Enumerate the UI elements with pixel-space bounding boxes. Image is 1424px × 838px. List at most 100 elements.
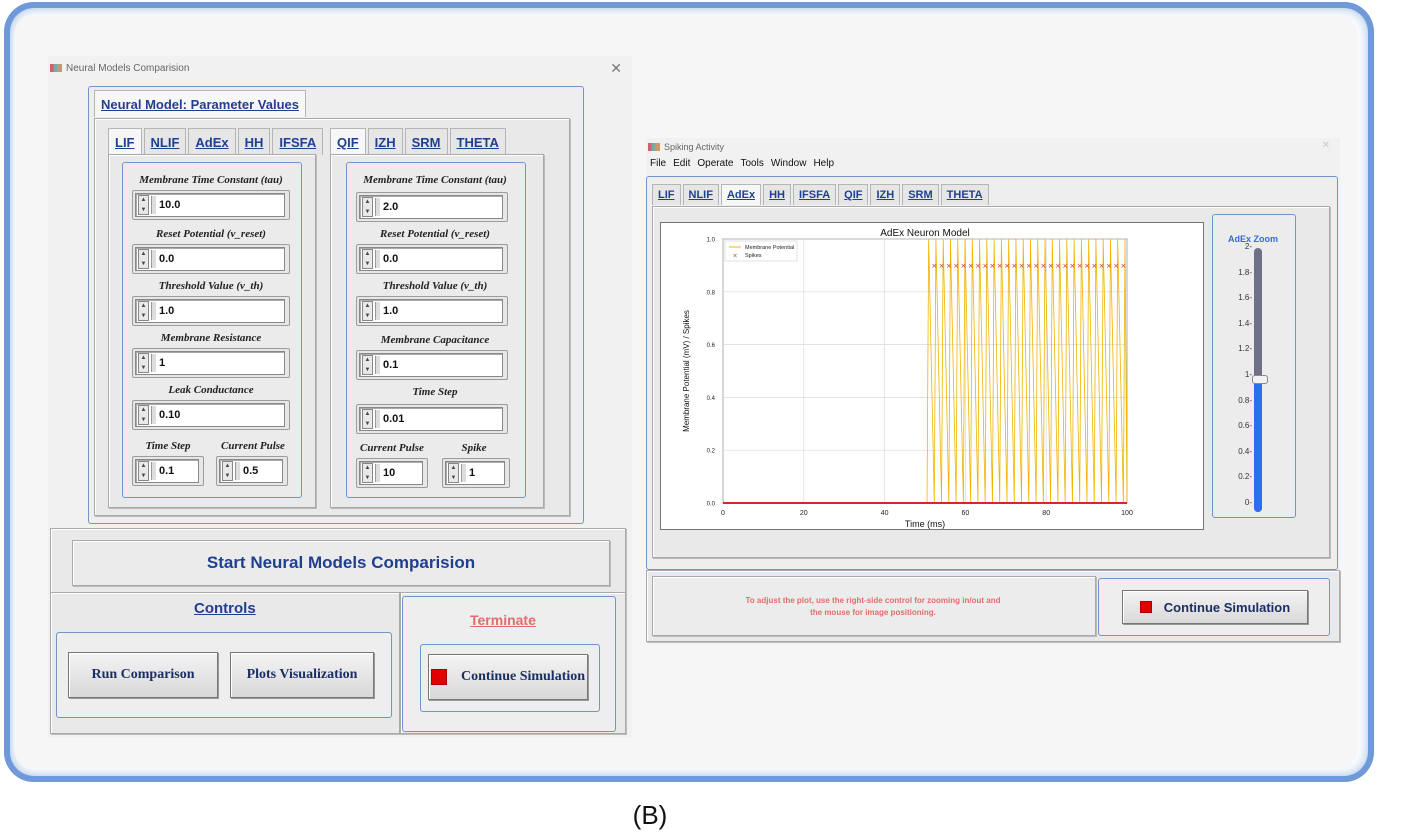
qif-tau-control: ▲ ▼ 2.0 [356, 192, 508, 222]
spike-marker: × [1120, 262, 1126, 270]
close-icon[interactable]: ✕ [610, 60, 622, 76]
menu-help[interactable]: Help [813, 158, 835, 169]
continue-simulation-button[interactable]: Continue Simulation [428, 654, 588, 700]
zoom-tick-label: 1.6- [1238, 293, 1252, 303]
lif-threshold-label: Threshold Value (v_th) [158, 280, 264, 292]
lif-pulse-control: ▲ ▼ 0.5 [216, 456, 288, 486]
zoom-tick-label: 0.6- [1238, 421, 1252, 431]
hint-text-line1: To adjust the plot, use the right-side c… [745, 596, 1001, 605]
spin-arrows-icon[interactable]: ▲ ▼ [448, 463, 459, 483]
qif-pulse-label: Current Pulse [360, 442, 424, 454]
tab-parameter-values[interactable]: Neural Model: Parameter Values [94, 90, 306, 117]
zoom-tick-label: 1.4- [1238, 318, 1252, 328]
spin-arrows-icon[interactable]: ▲ ▼ [362, 301, 373, 321]
qif-spike-control: ▲ ▼ 1 [442, 458, 510, 488]
tab-qif[interactable]: QIF [330, 128, 366, 155]
menu-edit[interactable]: Edit [673, 158, 691, 169]
spin-arrows-icon[interactable]: ▲ ▼ [138, 405, 149, 425]
qif-threshold-input[interactable]: ▲ ▼ 1.0 [359, 299, 503, 323]
spike-marker: × [975, 262, 981, 270]
lif-threshold-input[interactable]: ▲ ▼ 1.0 [135, 299, 285, 323]
lif-threshold-control: ▲ ▼ 1.0 [132, 296, 290, 326]
chart-panel[interactable]: 0 20 40 60 80 100 0.0 0.2 0.4 0.6 0.8 1.0 AdEx Neuro… [660, 222, 1204, 530]
menu-window[interactable]: Window [770, 158, 807, 169]
spin-arrows-icon[interactable]: ▲ ▼ [138, 195, 149, 215]
spike-marker: × [990, 262, 996, 270]
spin-arrows-icon[interactable]: ▲ ▼ [138, 249, 149, 269]
lif-pulse-input[interactable]: ▲ ▼ 0.5 [219, 459, 283, 483]
continue-simulation-button[interactable]: Continue Simulation [1122, 590, 1308, 624]
qif-reset-value: 0.0 [383, 253, 399, 265]
menu-operate[interactable]: Operate [697, 158, 734, 169]
x-tick-label: 0 [721, 510, 725, 517]
spin-arrows-icon[interactable]: ▲ ▼ [362, 409, 373, 429]
qif-threshold-value: 1.0 [383, 305, 399, 317]
spin-arrows-icon[interactable]: ▲ ▼ [362, 355, 373, 375]
zoom-slider-thumb[interactable] [1252, 375, 1268, 384]
spin-arrows-icon[interactable]: ▲ ▼ [138, 353, 149, 373]
tab-adex[interactable]: AdEx [720, 184, 762, 205]
spike-marker: × [1040, 262, 1046, 270]
spike-marker: × [939, 262, 945, 270]
spin-arrows-icon[interactable]: ▲ ▼ [362, 463, 373, 483]
spike-marker: × [1048, 262, 1054, 270]
tab-ifsfa[interactable]: IFSFA [792, 184, 837, 205]
menu-file[interactable]: File [650, 158, 667, 169]
plots-visualization-button[interactable]: Plots Visualization [230, 652, 374, 698]
tab-qif[interactable]: QIF [838, 184, 869, 205]
tab-theta[interactable]: THETA [449, 128, 506, 155]
menu-tools[interactable]: Tools [740, 158, 764, 169]
tab-lif[interactable]: LIF [108, 128, 142, 155]
zoom-tick-label: 2- [1244, 242, 1252, 251]
qif-step-input[interactable]: ▲ ▼ 0.01 [359, 407, 503, 431]
lif-reset-input[interactable]: ▲ ▼ 0.0 [135, 247, 285, 271]
spin-arrows-icon[interactable]: ▲ ▼ [138, 461, 149, 481]
lif-pulse-label: Current Pulse [221, 440, 285, 452]
tab-ifsfa[interactable]: IFSFA [272, 128, 324, 155]
qif-threshold-label: Threshold Value (v_th) [382, 280, 488, 292]
right-window: Spiking Activity ✕ File Edit Operate Too… [646, 138, 1340, 642]
qif-capacitance-input[interactable]: ▲ ▼ 0.1 [359, 353, 503, 377]
y-axis-label: Membrane Potential (mV) / Spikes [682, 310, 691, 432]
x-tick-label: 60 [962, 510, 970, 517]
qif-reset-input[interactable]: ▲ ▼ 0.0 [359, 247, 503, 271]
start-banner[interactable]: Start Neural Models Comparision [72, 540, 610, 586]
lif-resistance-input[interactable]: ▲ ▼ 1 [135, 351, 285, 375]
close-icon[interactable]: ✕ [1321, 140, 1330, 151]
spin-arrows-icon[interactable]: ▲ ▼ [362, 197, 373, 217]
lif-tau-control: ▲ ▼ 10.0 [132, 190, 290, 220]
spin-arrows-icon[interactable]: ▲ ▼ [362, 249, 373, 269]
lif-step-input[interactable]: ▲ ▼ 0.1 [135, 459, 199, 483]
qif-pulse-input[interactable]: ▲ ▼ 10 [359, 461, 423, 485]
spike-marker: × [1070, 262, 1076, 270]
tab-nlif[interactable]: NLIF [682, 184, 719, 205]
tab-theta[interactable]: THETA [940, 184, 989, 205]
qif-tau-input[interactable]: ▲ ▼ 2.0 [359, 195, 503, 219]
tab-srm[interactable]: SRM [404, 128, 448, 155]
spin-arrows-icon[interactable]: ▲ ▼ [222, 461, 233, 481]
tab-izh[interactable]: IZH [367, 128, 403, 155]
zoom-tick-label: 0.4- [1238, 446, 1252, 456]
hint-text-line2: the mouse for image positioning. [810, 608, 936, 617]
qif-pulse-control: ▲ ▼ 10 [356, 458, 428, 488]
tab-nlif[interactable]: NLIF [143, 128, 187, 155]
spike-marker: × [1091, 262, 1097, 270]
spin-arrows-icon[interactable]: ▲ ▼ [138, 301, 149, 321]
tab-lif[interactable]: LIF [652, 184, 681, 205]
x-tick-label: 100 [1121, 510, 1133, 517]
lif-tau-input[interactable]: ▲ ▼ 10.0 [135, 193, 285, 217]
qif-spike-input[interactable]: ▲ ▼ 1 [445, 461, 505, 485]
left-window: Neural Models Comparision ✕ Neural Model… [48, 56, 632, 738]
tab-hh[interactable]: HH [763, 184, 791, 205]
y-tick-label: 0.4 [707, 396, 716, 402]
lif-leak-input[interactable]: ▲ ▼ 0.10 [135, 403, 285, 427]
run-comparison-button[interactable]: Run Comparison [68, 652, 218, 698]
tab-izh[interactable]: IZH [870, 184, 901, 205]
y-tick-label: 0.2 [707, 449, 716, 455]
lif-leak-label: Leak Conductance [168, 384, 254, 396]
tab-hh[interactable]: HH [237, 128, 271, 155]
left-window-title: Neural Models Comparision [66, 62, 190, 74]
zoom-slider-track[interactable] [1252, 248, 1268, 512]
tab-adex[interactable]: AdEx [188, 128, 236, 155]
tab-srm[interactable]: SRM [902, 184, 939, 205]
